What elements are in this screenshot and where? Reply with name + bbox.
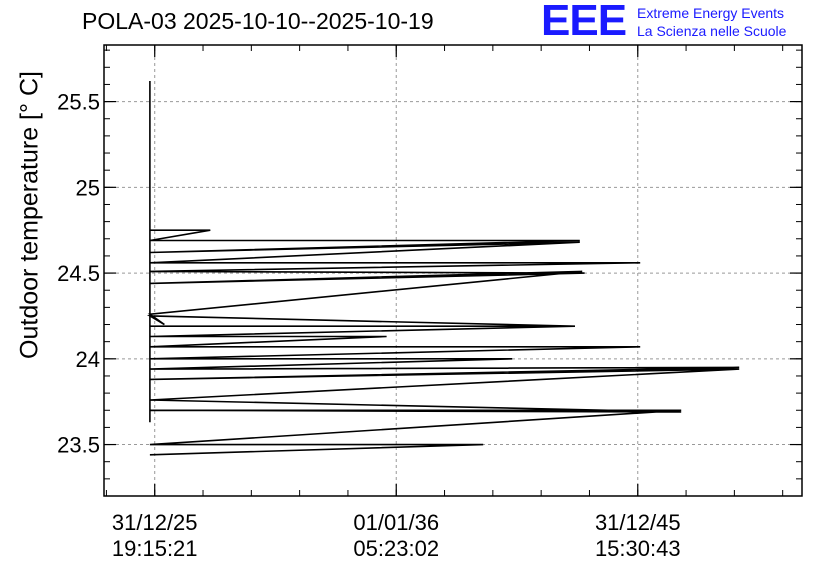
eee-logo: EEE xyxy=(541,0,627,45)
org-name-line2: La Scienza nelle Scuole xyxy=(637,23,787,39)
x-tick-label: 31/12/45 xyxy=(595,510,681,535)
y-tick-label: 25 xyxy=(76,175,100,200)
temperature-series-line xyxy=(146,81,740,456)
x-tick-label: 05:23:02 xyxy=(353,536,439,561)
x-tick-label: 19:15:21 xyxy=(112,536,198,561)
plot-frame xyxy=(103,44,803,497)
y-tick-label: 24 xyxy=(76,347,100,372)
x-tick-label: 01/01/36 xyxy=(353,510,439,535)
y-tick-label: 24.5 xyxy=(57,261,100,286)
chart-title: POLA-03 2025-10-10--2025-10-19 xyxy=(82,8,434,34)
x-tick-label: 15:30:43 xyxy=(595,536,681,561)
org-name: Extreme Energy Events La Scienza nelle S… xyxy=(637,4,786,40)
y-tick-label: 23.5 xyxy=(57,433,100,458)
org-name-line1: Extreme Energy Events xyxy=(637,5,785,21)
y-tick-label: 25.5 xyxy=(57,90,100,115)
x-tick-label: 31/12/25 xyxy=(112,510,198,535)
